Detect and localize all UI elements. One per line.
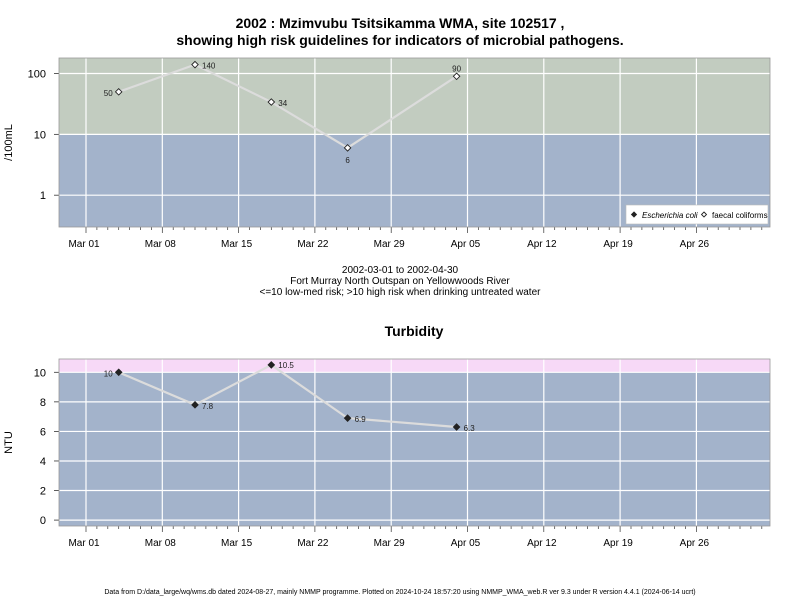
y-tick-label: 0 [40, 515, 46, 527]
x-tick-label: Apr 05 [451, 239, 481, 250]
data-label: 7.8 [202, 402, 214, 411]
y-tick-label: 2 [40, 486, 46, 498]
data-point [343, 144, 352, 152]
low-risk-band [59, 372, 770, 526]
legend-box [625, 204, 769, 225]
legend-label: faecal coliforms [712, 211, 768, 220]
data-label: 140 [202, 62, 216, 71]
y-tick-label: 4 [40, 456, 46, 468]
x-tick-label: Mar 22 [297, 538, 329, 549]
microbial-chart: Mar 01 Mar 08 Mar 15 Mar 22 Mar 29 Apr 05 Apr … [3, 57, 771, 250]
y-axis-label: NTU [3, 431, 15, 454]
x-tick-label: Apr 19 [603, 239, 633, 250]
x-tick-label: Mar 15 [221, 538, 253, 549]
x-tick-label: Mar 29 [374, 538, 406, 549]
x-tick-label: Apr 26 [680, 538, 710, 549]
x-tick-label: Apr 05 [451, 538, 481, 549]
x-tick-label: Mar 01 [68, 538, 100, 549]
data-point [452, 72, 461, 81]
data-label: 6.9 [355, 415, 367, 424]
x-tick-label: Mar 08 [145, 538, 177, 549]
data-point [114, 368, 123, 377]
data-label: 10.5 [278, 361, 294, 370]
x-tick-label: Apr 12 [527, 239, 557, 250]
data-label: 6 [345, 156, 350, 165]
x-tick-label: Mar 15 [221, 239, 253, 250]
data-point [191, 400, 199, 409]
site-location: Fort Murray North Outspan on Yellowwoods… [290, 276, 510, 287]
data-label: 10 [104, 369, 113, 378]
data-point [191, 60, 199, 69]
footer-note: Data from D:/data_large/wq/wms.db dated … [104, 589, 696, 596]
x-tick-label: Mar 08 [145, 239, 177, 250]
chart-title-line1: 2002 : Mzimvubu Tsitsikamma WMA, site 10… [235, 15, 565, 31]
turbidity-title: Turbidity [385, 323, 444, 339]
data-point [267, 361, 276, 369]
chart-title-line2: showing high risk guidelines for indicat… [176, 32, 624, 48]
data-label: 50 [104, 89, 113, 98]
y-tick-label: 10 [34, 129, 46, 141]
legend-marker [700, 211, 708, 218]
plot-frame [58, 358, 771, 527]
x-tick-label: Mar 22 [297, 239, 329, 250]
legend-label: Escherichia coli [642, 211, 698, 220]
y-tick-label: 6 [40, 426, 46, 438]
x-tick-label: Apr 19 [603, 538, 633, 549]
legend-marker [630, 211, 638, 218]
data-point [267, 98, 276, 106]
y-tick-label: 10 [34, 367, 46, 379]
turbidity-chart: Turbidity Mar 01 Mar 08 Mar 15 Mar 22 Mar 29 A… [3, 323, 771, 549]
high-risk-band [59, 359, 770, 373]
x-tick-label: Apr 12 [527, 538, 557, 549]
x-tick-label: Mar 29 [374, 239, 406, 250]
plot-frame [58, 57, 771, 228]
y-axis-label: /100mL [3, 124, 15, 161]
x-tick-label: Apr 26 [680, 239, 710, 250]
y-tick-label: 8 [40, 397, 46, 409]
data-point [452, 423, 461, 431]
data-point [114, 88, 123, 96]
data-point [343, 414, 352, 422]
data-label: 6.3 [464, 424, 476, 433]
data-label: 90 [452, 64, 461, 73]
y-tick-label: 1 [40, 190, 46, 202]
high-risk-band [59, 58, 770, 135]
x-tick-label: Mar 01 [68, 239, 100, 250]
date-range: 2002-03-01 to 2002-04-30 [341, 265, 459, 276]
risk-note: <=10 low-med risk; >10 high risk when dr… [259, 287, 541, 298]
data-label: 34 [278, 99, 287, 108]
y-tick-label: 100 [28, 69, 46, 81]
legend: Escherichia coli faecal coliforms [625, 204, 769, 225]
